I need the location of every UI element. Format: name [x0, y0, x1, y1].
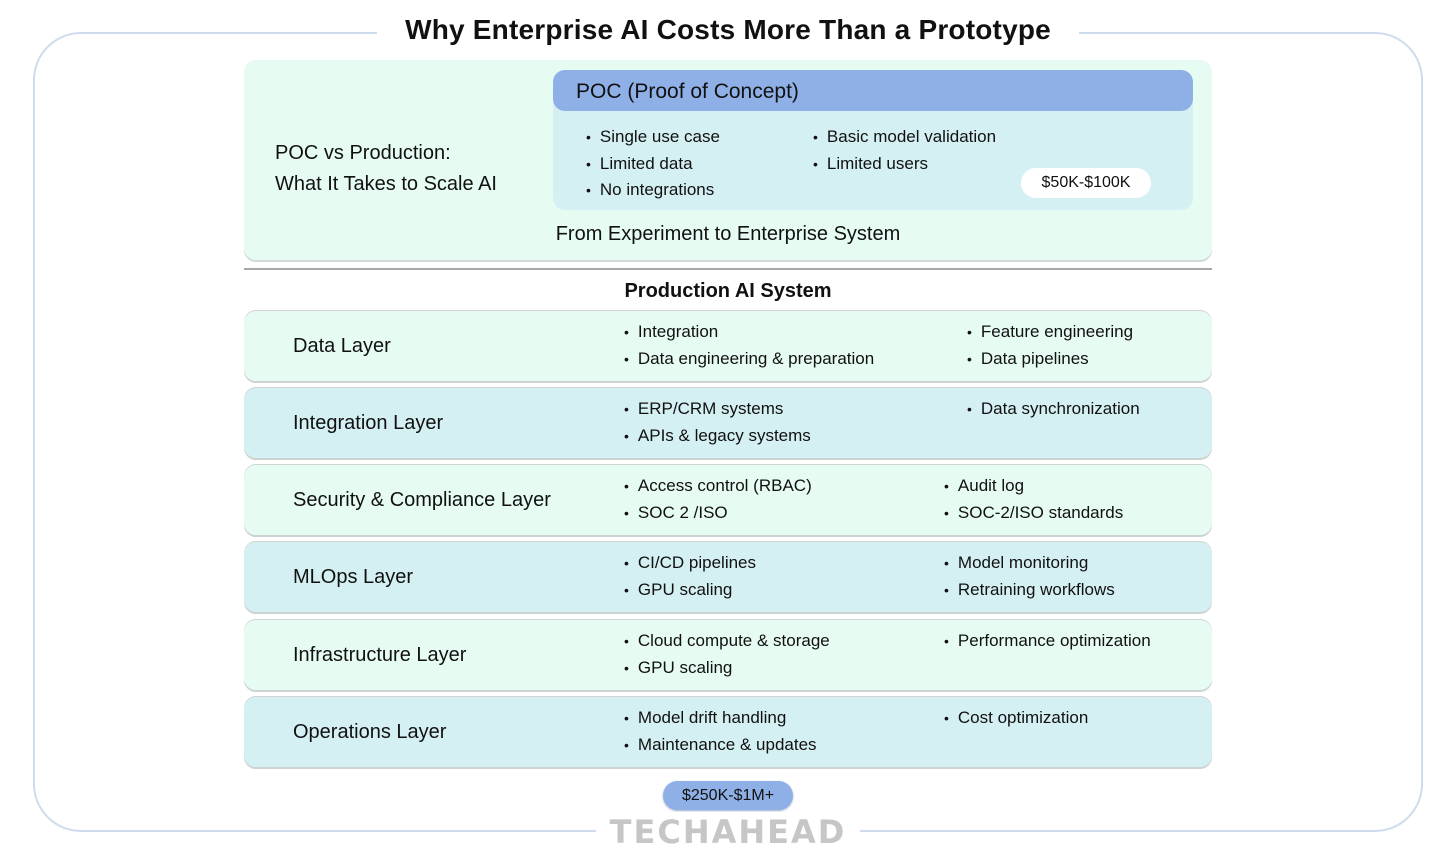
list-item: Performance optimization [944, 628, 1151, 655]
list-item: Limited users [813, 151, 996, 178]
list-item: Retraining workflows [944, 577, 1115, 604]
layer-list-col2: Data synchronization [967, 396, 1140, 423]
list-item: Cloud compute & storage [624, 628, 830, 655]
layer-list-col2: Feature engineering Data pipelines [967, 319, 1133, 372]
list-item: Data engineering & preparation [624, 346, 874, 373]
layer-list-col2: Performance optimization [944, 628, 1151, 655]
layer-list-col1: ERP/CRM systems APIs & legacy systems [624, 396, 811, 449]
layer-name: Data Layer [293, 335, 391, 357]
layer-list-col1: CI/CD pipelines GPU scaling [624, 550, 756, 603]
layer-name: Infrastructure Layer [293, 644, 467, 666]
layer-list-col2: Cost optimization [944, 705, 1088, 732]
poc-list-col2: Basic model validation Limited users [813, 124, 996, 177]
layer-name: MLOps Layer [293, 566, 414, 588]
list-item: Cost optimization [944, 705, 1088, 732]
poc-card: POC (Proof of Concept) Single use case L… [553, 70, 1193, 210]
poc-cost-badge: $50K-$100K [1021, 168, 1151, 198]
list-item: GPU scaling [624, 577, 756, 604]
poc-heading: POC vs Production: What It Takes to Scal… [275, 138, 497, 200]
layer-list-col1: Cloud compute & storage GPU scaling [624, 628, 830, 681]
list-item: Limited data [586, 151, 720, 178]
brand-logo: TECHAHEAD [595, 812, 861, 852]
poc-subtitle: From Experiment to Enterprise System [555, 223, 901, 245]
layer-mlops: MLOps Layer CI/CD pipelines GPU scaling … [244, 542, 1212, 612]
list-item: Model monitoring [944, 550, 1115, 577]
layer-list-col1: Integration Data engineering & preparati… [624, 319, 874, 372]
list-item: Maintenance & updates [624, 732, 817, 759]
layer-infrastructure: Infrastructure Layer Cloud compute & sto… [244, 620, 1212, 690]
list-item: Basic model validation [813, 124, 996, 151]
list-item: CI/CD pipelines [624, 550, 756, 577]
layer-data: Data Layer Integration Data engineering … [244, 311, 1212, 381]
layer-integration: Integration Layer ERP/CRM systems APIs &… [244, 388, 1212, 458]
section-divider [244, 268, 1212, 270]
layer-list-col2: Model monitoring Retraining workflows [944, 550, 1115, 603]
list-item: Data pipelines [967, 346, 1133, 373]
poc-heading-line2: What It Takes to Scale AI [275, 173, 497, 195]
layer-name: Operations Layer [293, 721, 447, 743]
poc-card-title: POC (Proof of Concept) [553, 70, 1193, 111]
layer-list-col2: Audit log SOC-2/ISO standards [944, 473, 1123, 526]
poc-list-col1: Single use case Limited data No integrat… [586, 124, 720, 204]
list-item: ERP/CRM systems [624, 396, 811, 423]
poc-heading-line1: POC vs Production: [275, 142, 451, 164]
layer-name: Integration Layer [293, 412, 444, 434]
list-item: Single use case [586, 124, 720, 151]
layer-name: Security & Compliance Layer [293, 489, 551, 511]
layer-security: Security & Compliance Layer Access contr… [244, 465, 1212, 535]
list-item: No integrations [586, 177, 720, 204]
list-item: Feature engineering [967, 319, 1133, 346]
list-item: Model drift handling [624, 705, 817, 732]
layer-list-col1: Model drift handling Maintenance & updat… [624, 705, 817, 758]
list-item: Data synchronization [967, 396, 1140, 423]
list-item: Access control (RBAC) [624, 473, 812, 500]
list-item: Integration [624, 319, 874, 346]
list-item: APIs & legacy systems [624, 423, 811, 450]
poc-section: POC vs Production: What It Takes to Scal… [244, 60, 1212, 260]
list-item: SOC-2/ISO standards [944, 500, 1123, 527]
list-item: Audit log [944, 473, 1123, 500]
production-cost-badge: $250K-$1M+ [663, 781, 793, 810]
layer-list-col1: Access control (RBAC) SOC 2 /ISO [624, 473, 812, 526]
page-title: Why Enterprise AI Costs More Than a Prot… [377, 10, 1079, 50]
production-title: Production AI System [624, 280, 832, 302]
list-item: GPU scaling [624, 655, 830, 682]
list-item: SOC 2 /ISO [624, 500, 812, 527]
layer-operations: Operations Layer Model drift handling Ma… [244, 697, 1212, 767]
